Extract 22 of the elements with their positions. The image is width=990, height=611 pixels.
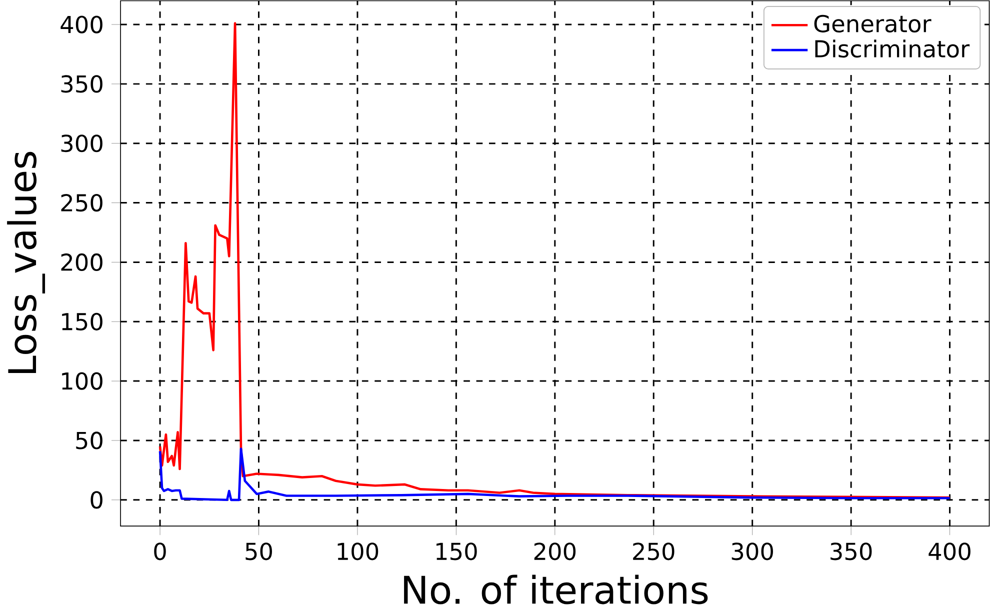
x-tick-label: 350: [830, 542, 872, 560]
x-tick-label: 200: [534, 542, 576, 560]
y-tick-label: 100: [62, 372, 102, 390]
x-tick-label: 250: [633, 542, 674, 560]
x-tick-label: 150: [436, 542, 477, 560]
y-tick-label: 150: [62, 312, 102, 330]
x-tick-label: 0: [154, 542, 166, 560]
x-tick-label: 100: [338, 542, 378, 560]
x-tick-label: 400: [928, 542, 970, 560]
y-tick-label: 350: [61, 75, 102, 93]
y-tick-label: 0: [90, 490, 102, 509]
legend-label: Discriminator: [815, 39, 970, 58]
legend-label: Generator: [814, 14, 932, 32]
x-axis-title: No. of iterations: [404, 574, 708, 604]
y-axis-title: Loss_values: [7, 152, 46, 373]
y-tick-label: 250: [61, 194, 102, 212]
y-tick-label: 200: [61, 253, 102, 271]
y-tick-label: 400: [60, 16, 102, 34]
x-tick-label: 50: [246, 542, 272, 560]
x-tick-label: 300: [732, 542, 773, 560]
y-tick-label: 50: [76, 432, 102, 450]
y-tick-label: 300: [61, 134, 102, 152]
